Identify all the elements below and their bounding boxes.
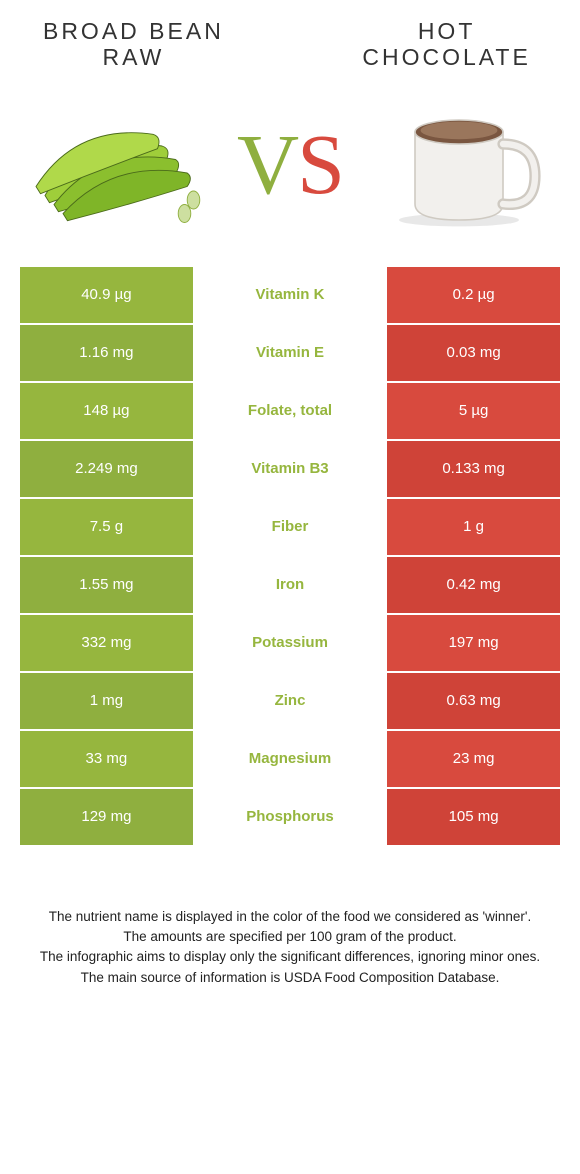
nutrient-row: 40.9 µgVitamin K0.2 µg (20, 267, 560, 323)
right-value: 0.63 mg (387, 673, 560, 729)
right-value: 105 mg (387, 789, 560, 845)
vs-s: S (297, 116, 343, 212)
right-value: 23 mg (387, 731, 560, 787)
left-value: 2.249 mg (20, 441, 193, 497)
right-food-image (366, 89, 560, 239)
nutrient-row: 1.16 mgVitamin E0.03 mg (20, 325, 560, 381)
right-value: 0.133 mg (387, 441, 560, 497)
nutrient-row: 33 mgMagnesium23 mg (20, 731, 560, 787)
nutrient-name: Phosphorus (193, 789, 387, 845)
right-value: 1 g (387, 499, 560, 555)
nutrient-row: 1.55 mgIron0.42 mg (20, 557, 560, 613)
footnote-line: The amounts are specified per 100 gram o… (24, 927, 556, 947)
nutrient-name: Zinc (193, 673, 387, 729)
left-value: 129 mg (20, 789, 193, 845)
right-value: 197 mg (387, 615, 560, 671)
footnote-line: The main source of information is USDA F… (24, 968, 556, 988)
nutrient-row: 332 mgPotassium197 mg (20, 615, 560, 671)
nutrient-row: 1 mgZinc0.63 mg (20, 673, 560, 729)
nutrient-name: Fiber (193, 499, 387, 555)
left-food-title: BROAD BEAN RAW (20, 18, 247, 71)
left-value: 332 mg (20, 615, 193, 671)
left-value: 33 mg (20, 731, 193, 787)
footnotes: The nutrient name is displayed in the co… (20, 907, 560, 988)
right-food-title: HOT CHOCOLATE (333, 18, 560, 71)
right-value: 5 µg (387, 383, 560, 439)
left-value: 40.9 µg (20, 267, 193, 323)
nutrient-row: 148 µgFolate, total5 µg (20, 383, 560, 439)
nutrient-row: 129 mgPhosphorus105 mg (20, 789, 560, 845)
nutrient-name: Vitamin K (193, 267, 387, 323)
footnote-line: The nutrient name is displayed in the co… (24, 907, 556, 927)
nutrient-name: Magnesium (193, 731, 387, 787)
nutrient-name: Iron (193, 557, 387, 613)
nutrient-name: Folate, total (193, 383, 387, 439)
left-value: 148 µg (20, 383, 193, 439)
nutrient-name: Vitamin B3 (193, 441, 387, 497)
nutrient-name: Vitamin E (193, 325, 387, 381)
right-value: 0.2 µg (387, 267, 560, 323)
vs-label: VS (237, 114, 343, 214)
nutrient-table: 40.9 µgVitamin K0.2 µg1.16 mgVitamin E0.… (20, 267, 560, 845)
left-food-image (20, 89, 214, 239)
nutrient-name: Potassium (193, 615, 387, 671)
vs-v: V (237, 116, 297, 212)
footnote-line: The infographic aims to display only the… (24, 947, 556, 967)
left-value: 7.5 g (20, 499, 193, 555)
nutrient-row: 7.5 gFiber1 g (20, 499, 560, 555)
right-value: 0.42 mg (387, 557, 560, 613)
left-value: 1.55 mg (20, 557, 193, 613)
right-value: 0.03 mg (387, 325, 560, 381)
left-value: 1.16 mg (20, 325, 193, 381)
left-value: 1 mg (20, 673, 193, 729)
nutrient-row: 2.249 mgVitamin B30.133 mg (20, 441, 560, 497)
